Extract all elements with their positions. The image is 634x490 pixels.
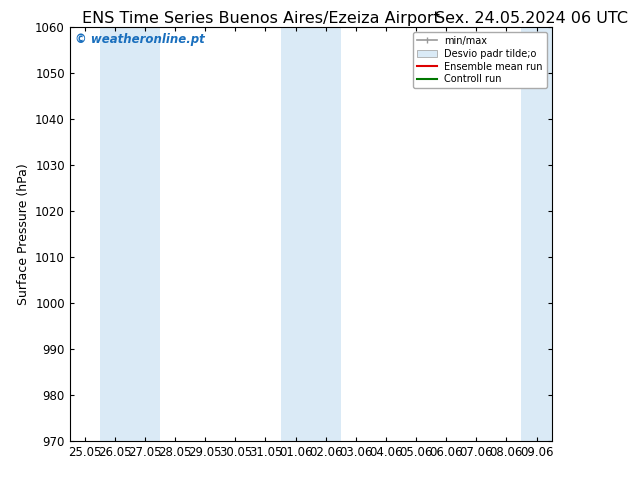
Text: ENS Time Series Buenos Aires/Ezeiza Airport: ENS Time Series Buenos Aires/Ezeiza Airp… (82, 11, 440, 26)
Text: © weatheronline.pt: © weatheronline.pt (75, 33, 204, 46)
Text: Sex. 24.05.2024 06 UTC: Sex. 24.05.2024 06 UTC (435, 11, 628, 26)
Legend: min/max, Desvio padr tilde;o, Ensemble mean run, Controll run: min/max, Desvio padr tilde;o, Ensemble m… (413, 32, 547, 88)
Bar (280, 27, 311, 441)
Bar (311, 27, 341, 441)
Bar (100, 27, 130, 441)
Y-axis label: Surface Pressure (hPa): Surface Pressure (hPa) (16, 163, 30, 305)
Bar (521, 27, 552, 441)
Bar (130, 27, 160, 441)
